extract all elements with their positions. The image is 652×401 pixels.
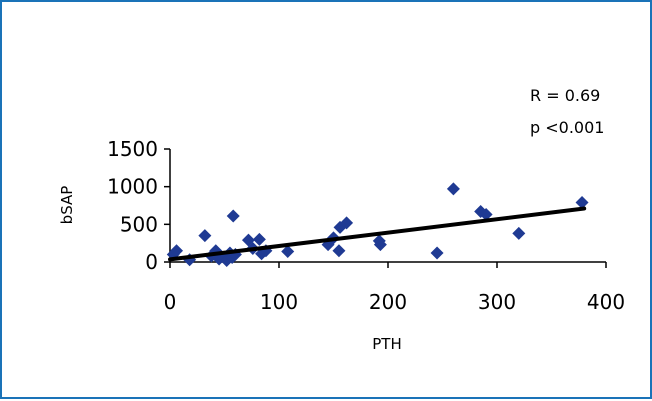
x-tick-label: 100 <box>260 290 298 314</box>
data-point <box>198 229 212 243</box>
data-point <box>170 244 184 258</box>
annotation-r-value: R = 0.69 <box>530 86 600 105</box>
y-tick-label: 0 <box>145 250 158 274</box>
data-point <box>332 244 346 258</box>
x-tick-label: 400 <box>587 290 625 314</box>
tick-labels: 0 100 200 300 400 0 500 1000 1500 <box>107 137 625 314</box>
x-tick-label: 200 <box>369 290 407 314</box>
x-axis-title: PTH <box>372 335 402 353</box>
y-axis-title: bSAP <box>58 186 76 225</box>
axes <box>169 149 606 263</box>
data-point <box>226 209 240 223</box>
y-tick-label: 1000 <box>107 175 158 199</box>
y-tick-label: 500 <box>120 212 158 236</box>
data-point <box>340 216 354 230</box>
data-point <box>220 253 234 267</box>
trendline <box>168 206 587 262</box>
data-points <box>166 182 589 267</box>
data-point <box>446 182 460 196</box>
data-point <box>373 238 387 252</box>
data-point <box>575 195 589 209</box>
data-point <box>512 226 526 240</box>
data-point <box>209 244 223 258</box>
y-tick-label: 1500 <box>107 137 158 161</box>
data-point <box>430 246 444 260</box>
data-point <box>479 208 493 222</box>
annotation-p-value: p <0.001 <box>530 118 604 137</box>
x-tick-label: 0 <box>164 290 177 314</box>
data-point <box>252 232 266 246</box>
tick-marks <box>164 148 607 268</box>
x-tick-label: 300 <box>478 290 516 314</box>
data-point <box>281 244 295 258</box>
